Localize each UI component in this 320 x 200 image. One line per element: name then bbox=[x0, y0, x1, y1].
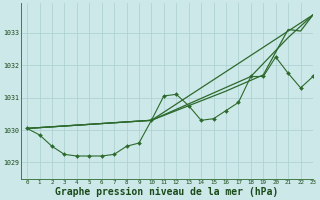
X-axis label: Graphe pression niveau de la mer (hPa): Graphe pression niveau de la mer (hPa) bbox=[55, 186, 279, 197]
